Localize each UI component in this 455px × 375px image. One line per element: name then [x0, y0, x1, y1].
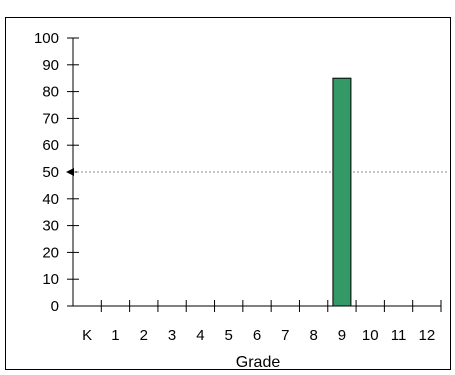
x-tick-label: 5: [225, 327, 233, 344]
x-tick-label: 6: [253, 327, 261, 344]
y-tick-label: 30: [42, 218, 59, 235]
chart-frame: [5, 17, 451, 370]
y-tick-label: 40: [42, 191, 59, 208]
x-tick-label: 12: [419, 327, 436, 344]
x-tick-label: 9: [338, 327, 346, 344]
x-tick-label: 7: [281, 327, 289, 344]
y-tick-label: 100: [34, 30, 59, 47]
bar-9: [332, 77, 352, 307]
y-tick-label: 20: [42, 244, 59, 261]
y-tick-label: 70: [42, 110, 59, 127]
x-tick-label: 3: [168, 327, 176, 344]
x-tick-label: 4: [196, 327, 204, 344]
x-tick-label: 2: [140, 327, 148, 344]
reference-line-group: [66, 168, 449, 176]
y-tick-label: 0: [51, 298, 59, 315]
x-axis-title: Grade: [236, 354, 281, 371]
x-tick-label: 11: [391, 327, 407, 344]
y-tick-label: 60: [42, 137, 59, 154]
bars: [332, 77, 352, 307]
y-axis: 0 10 20 30 40 50 60 70 80 90 100: [34, 30, 79, 315]
x-axis: K 1 2 3 4 5 6 7 8 9 10 11 12: [73, 300, 442, 344]
y-tick-label: 80: [42, 84, 59, 101]
x-tick-label: K: [82, 327, 92, 344]
reference-arrow-marker: [66, 168, 74, 176]
x-tick-label: 1: [111, 327, 119, 344]
x-tick-label: 8: [309, 327, 317, 344]
y-tick-label: 50: [42, 164, 59, 181]
x-tick-label: 10: [362, 327, 379, 344]
y-tick-label: 90: [42, 57, 59, 74]
y-tick-label: 10: [42, 271, 59, 288]
